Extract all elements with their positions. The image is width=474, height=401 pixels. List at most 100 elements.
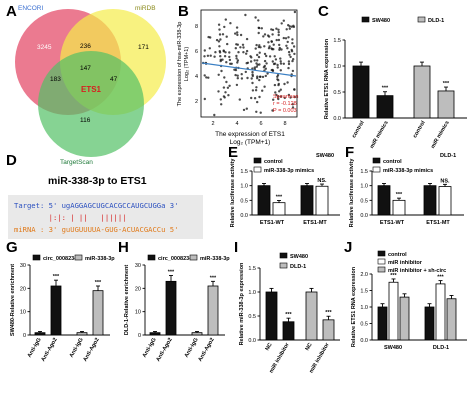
scatter-point [287,66,290,70]
legend-label: miR-338-3p mimics [383,168,433,174]
scatter-xtick-8: 8 [283,121,286,127]
scatter-point [287,60,291,63]
scatter-point [292,58,295,61]
scatter-point [245,37,249,41]
scatter-points [202,10,297,117]
scatter-point [277,82,280,86]
scatter-xlabel-line1: The expression of ETS1 [215,131,285,138]
venn-circle-targetscan [38,51,144,157]
scatter-point [219,55,222,58]
scatter-xlabel-line2: Log₂ (TPM+1) [230,139,271,146]
scatter-point [223,25,226,29]
y-tick-label: 0.5 [360,322,368,328]
scatter-point [257,55,261,59]
x-tick-label: control [351,120,366,140]
bar [388,281,399,341]
bar [149,332,161,336]
x-tick-label: miR mimics [430,120,451,150]
scatter-point [240,77,244,80]
scatter-point [256,77,259,80]
x-tick-label: SW480 [384,345,402,351]
scatter-point [257,19,260,22]
scatter-point [236,61,239,64]
scatter-point [217,73,220,77]
scatter-point [279,60,282,63]
scatter-point [271,109,274,112]
x-tick-label: ETS1-WT [380,220,405,226]
scatter-point [236,74,239,77]
panel-label-a: A [6,3,17,20]
scatter-point [288,53,291,56]
x-tick-label: NC [305,342,314,352]
y-tick-label: 0.5 [360,198,368,204]
bar [376,95,394,119]
scatter-point [218,51,222,54]
legend-label: DLD-1 [428,18,444,24]
venn-region-all-three: 147 [80,65,91,72]
scatter-point [242,46,245,49]
scatter-point [244,13,247,17]
scatter-point [285,44,288,47]
scatter-point [228,84,231,88]
y-axis-label: Relative ETS1 RNA expression [324,38,330,119]
scatter-point [257,26,260,29]
scatter-stat-p: P = 0.003 [273,108,297,114]
bar [305,291,318,341]
bar [423,185,437,216]
scatter-point [224,91,227,94]
bar [352,65,370,119]
x-tick-label: Anti-IgG [184,337,200,359]
bar [435,283,446,341]
x-tick-label: ETS1-MT [303,220,327,226]
scatter-point [293,52,296,56]
panel-f: F 0.0 0.5 1.0 1.5 Relative luciferase activi… [345,144,464,227]
panel-label-b: B [178,3,189,20]
significance-label: *** [437,275,444,281]
panel-h: H 0 10 20 30 DLD-1-Relative enrichment *** ***… [118,239,230,363]
legend-swatch [253,157,262,164]
bar [438,186,452,216]
y-tick-label: 1.5 [248,266,256,272]
scatter-point [223,55,227,58]
legend-swatch [147,254,156,261]
scatter-point [221,33,225,36]
panel-label-i: I [234,239,238,256]
legend-swatch [361,16,370,23]
scatter-point [251,67,254,70]
scatter-point [291,103,294,106]
legend-swatch [189,254,198,261]
scatter-point [235,26,239,29]
scatter-point [263,45,266,48]
scatter-point [276,63,279,67]
scatter-point [203,49,206,52]
scatter-point [214,51,217,54]
scatter-point [234,47,237,50]
legend-swatch [377,266,386,273]
x-tick-label: NC [265,342,274,352]
scatter-point [270,40,273,43]
scatter-point [245,107,248,110]
scatter-point [272,98,275,101]
scatter-point [273,55,276,58]
scatter-point [268,55,272,58]
scatter-point [290,48,293,52]
scatter-point [235,54,238,58]
scatter-point [277,28,280,31]
legend-label: miR inhibitor + sh-circ [388,268,446,274]
scatter-point [215,38,219,42]
scatter-point [255,86,258,89]
panel-label-g: G [6,239,18,256]
scatter-point [220,69,223,73]
y-tick-label: 1.0 [360,184,368,190]
panel-a: A ENCORI miRDB TargetScan 3245 171 236 1… [6,3,166,166]
scatter-point [220,103,223,106]
scatter-point [239,46,242,49]
scatter-point [218,33,222,36]
scatter-point [275,27,278,30]
scatter-point [259,111,262,114]
significance-label: *** [95,280,102,286]
chart-g: 0 10 20 30 SW480-Relative enrichment *** *** An… [10,254,115,363]
scatter-point [229,22,232,25]
scatter-point [236,59,240,62]
bar [191,332,203,336]
